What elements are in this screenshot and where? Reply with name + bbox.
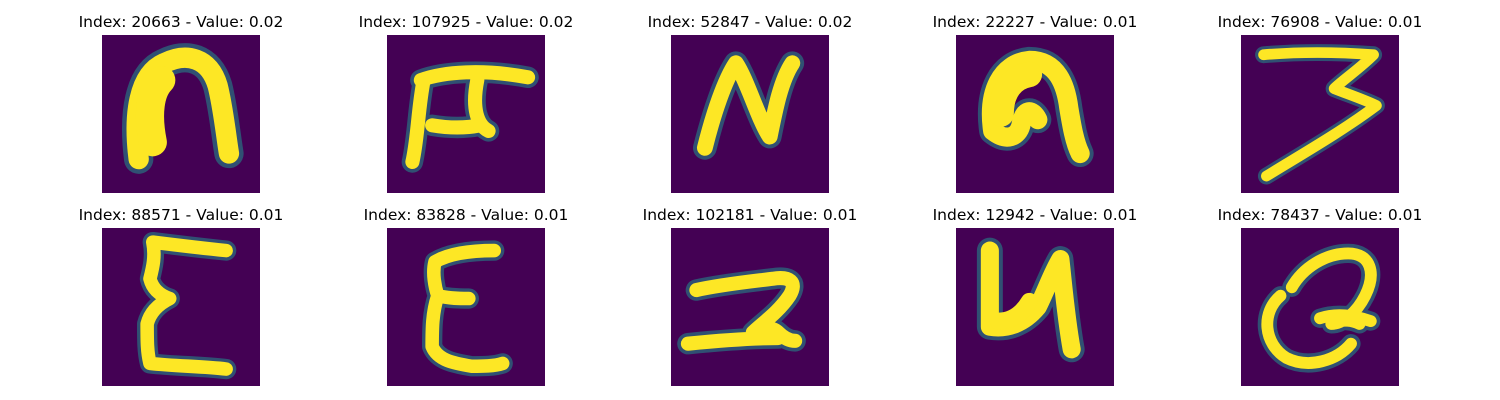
image-panel-8: Index: 102181 - Value: 0.01 bbox=[643, 206, 857, 386]
panel-title: Index: 78437 - Value: 0.01 bbox=[1217, 206, 1423, 224]
panel-title: Index: 88571 - Value: 0.01 bbox=[78, 206, 284, 224]
image-panel-9: Index: 12942 - Value: 0.01 bbox=[933, 206, 1137, 386]
n-shape-icon bbox=[102, 35, 260, 193]
panel-title: Index: 12942 - Value: 0.01 bbox=[932, 206, 1138, 224]
two-loop-icon bbox=[671, 228, 829, 386]
image-panel-2: Index: 107925 - Value: 0.02 bbox=[359, 13, 573, 193]
image-panel-3: Index: 52847 - Value: 0.02 bbox=[648, 13, 852, 193]
epsilon-shape-icon bbox=[387, 228, 545, 386]
panel-title: Index: 83828 - Value: 0.01 bbox=[363, 206, 569, 224]
panel-title: Index: 76908 - Value: 0.01 bbox=[1217, 13, 1423, 31]
pi-shape-icon bbox=[387, 35, 545, 193]
image-panel-10: Index: 78437 - Value: 0.01 bbox=[1218, 206, 1422, 386]
panel-title: Index: 102181 - Value: 0.01 bbox=[642, 206, 858, 224]
n-hook-icon bbox=[956, 35, 1114, 193]
panel-title: Index: 22227 - Value: 0.01 bbox=[932, 13, 1138, 31]
epsilon-shape-icon bbox=[102, 228, 260, 386]
q-loop-icon bbox=[1241, 228, 1399, 386]
n-zigzag-icon bbox=[671, 35, 829, 193]
panel-title: Index: 52847 - Value: 0.02 bbox=[647, 13, 853, 31]
image-panel-5: Index: 76908 - Value: 0.01 bbox=[1218, 13, 1422, 193]
image-panel-7: Index: 83828 - Value: 0.01 bbox=[364, 206, 568, 386]
image-panel-1: Index: 20663 - Value: 0.02 bbox=[79, 13, 283, 193]
image-panel-4: Index: 22227 - Value: 0.01 bbox=[933, 13, 1137, 193]
panel-title: Index: 107925 - Value: 0.02 bbox=[358, 13, 574, 31]
u-hook-icon bbox=[956, 228, 1114, 386]
panel-title: Index: 20663 - Value: 0.02 bbox=[78, 13, 284, 31]
three-shape-icon bbox=[1241, 35, 1399, 193]
image-panel-6: Index: 88571 - Value: 0.01 bbox=[79, 206, 283, 386]
